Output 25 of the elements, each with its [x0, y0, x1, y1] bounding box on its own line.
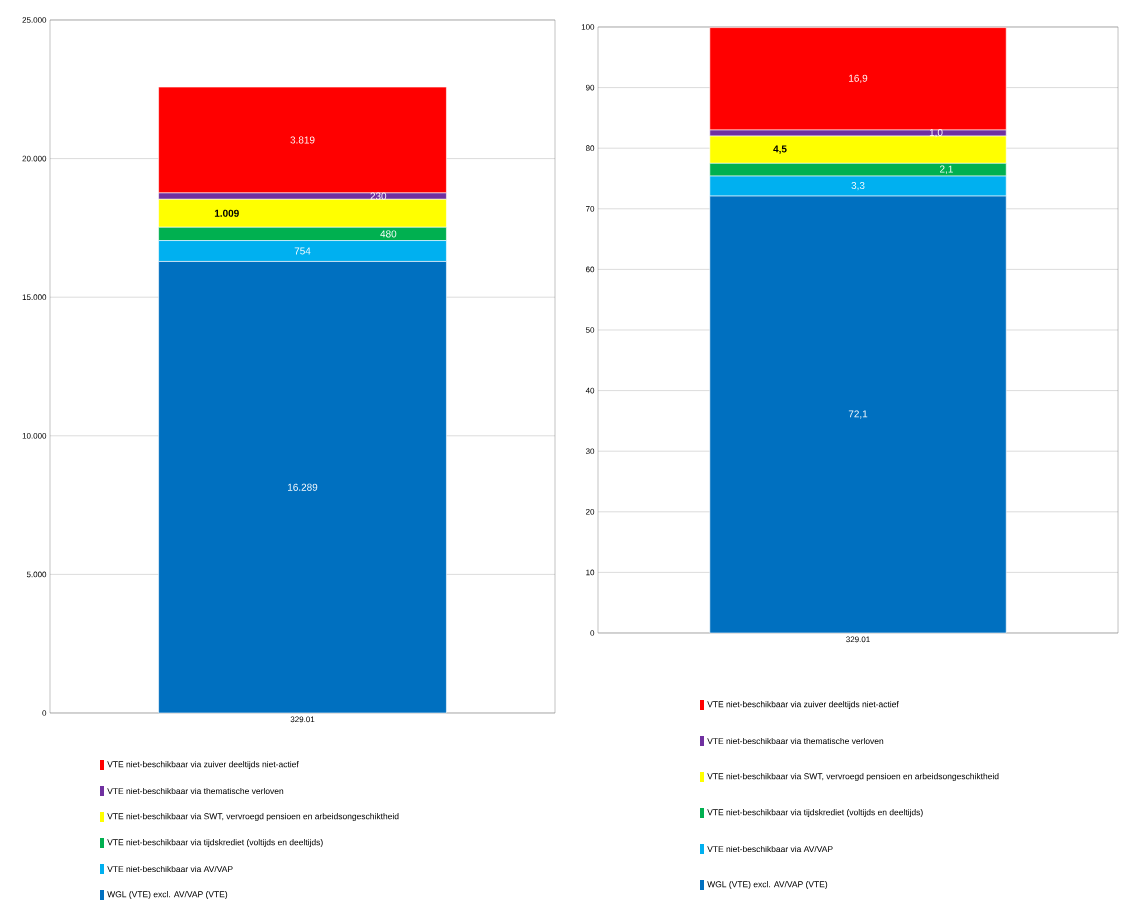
data-label: 754 [294, 247, 311, 255]
legend-label: VTE niet-beschikbaar via AV/VAP [107, 865, 233, 873]
legend-label: VTE niet-beschikbaar via tijdskrediet (voltijds en deeltijds) [707, 809, 923, 817]
legend-label: VTE niet-beschikbaar via tijdskrediet (voltijds en deeltijds) [107, 839, 323, 847]
legend-label: WGL (VTE) excl. AV/VAP (VTE) [107, 891, 228, 899]
data-label: 16.289 [288, 483, 318, 491]
legend-label: VTE niet-beschikbaar via SWT, vervroegd pensioen en arbeidsongeschiktheid [107, 813, 399, 821]
data-label: 3.819 [290, 136, 315, 144]
data-label: 3,3 [851, 181, 865, 191]
legend-label: VTE niet-beschikbaar via thematische verloven [707, 737, 884, 745]
legend-label: VTE niet-beschikbaar via zuiver deeltijds niet-actief [107, 761, 299, 769]
data-label: 72,1 [848, 410, 868, 419]
legend-label: VTE niet-beschikbaar via zuiver deeltijds niet-actief [707, 701, 899, 709]
bar [709, 27, 1007, 131]
data-label: 480 [380, 230, 397, 238]
data-label: 1.009 [214, 209, 239, 217]
data-label: 2,1 [939, 165, 953, 174]
data-label: 16,9 [849, 74, 868, 83]
data-label: 1,0 [929, 128, 943, 138]
legend-label: WGL (VTE) excl. AV/VAP (VTE) [707, 881, 828, 889]
data-label: 4,5 [773, 145, 787, 154]
legend-label: VTE niet-beschikbaar via thematische verloven [107, 787, 284, 795]
legend-label: VTE niet-beschikbaar via AV/VAP [707, 845, 833, 853]
data-label: 230 [370, 192, 387, 200]
legend-label: VTE niet-beschikbaar via SWT, vervroegd pensioen en arbeidsongeschiktheid [707, 773, 999, 781]
